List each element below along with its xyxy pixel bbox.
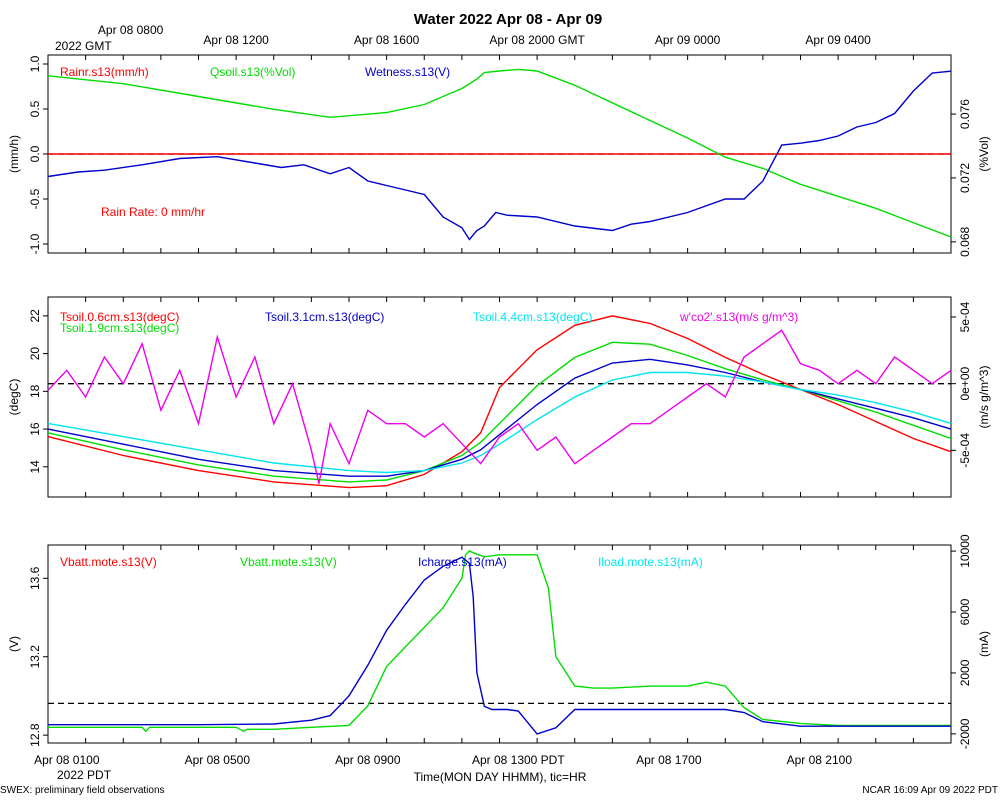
y-right-axis-label: (mA) [977,631,991,657]
footer-right-note: NCAR 16:09 Apr 09 2022 PDT [862,785,998,796]
bottom-time-label: Apr 08 0900 [335,753,401,767]
top-time-label: Apr 09 0000 [655,33,721,47]
y-left-tick-label: 0.5 [28,100,42,117]
top-time-label: Apr 09 0400 [805,33,871,47]
y-left-tick-label: 16 [28,422,42,436]
y-left-tick-label: 18 [28,384,42,398]
y-right-tick-label: 0.072 [958,163,972,193]
series-line-blue [47,70,952,241]
y-left-tick-label: 20 [28,347,42,361]
rain-rate-annotation: Rain Rate: 0 mm/hr [101,205,205,219]
y-right-tick-label: -2000 [958,718,972,749]
y-left-tick-label: 13.6 [28,566,42,590]
bottom-time-label: Apr 08 1700 [636,753,702,767]
legend-entry-green: Qsoil.s13(%Vol) [210,65,295,79]
y-right-axis-label: (%Vol) [977,136,991,171]
top-time-label: Apr 08 1200 [203,33,269,47]
legend-entry-blue: Tsoil.3.1cm.s13(degC) [265,310,384,324]
bottom-time-label: Apr 08 0100 [34,753,100,767]
y-left-tick-label: -1.0 [28,233,42,254]
legend-entry-cyan: Iload.mote.s13(mA) [598,555,703,569]
y-right-tick-label: 0.068 [958,226,972,256]
y-right-tick-label: 0e+00 [958,366,972,400]
series-line-blue [48,556,951,735]
legend-entry-magenta: w'co2'.s13(m/s g/m^3) [679,310,798,324]
y-left-tick-label: 1.0 [28,55,42,72]
legend-entry-red: Rainr.s13(mm/h) [60,65,149,79]
top-time-sub-label: 2022 GMT [55,39,112,53]
panel-water: 1.0 0.5 0.0 -0.5 -1.0 0.076 0.072 0.068 (mm/h) (%… [7,54,991,257]
bottom-time-sub-label: 2022 PDT [57,768,112,782]
y-left-tick-label: 22 [28,309,42,323]
y-right-axis-label: (m/s g/m^3) [977,366,991,429]
y-left-axis-label: (degC) [7,379,21,416]
y-left-axis-label: (V) [7,636,21,652]
y-right-tick-label: 5e-04 [958,301,972,332]
y-left-axis-label: (mm/h) [7,135,21,173]
y-right-tick-label: -5e-04 [958,433,972,468]
y-right-tick-label: 2000 [958,659,972,686]
series-line-magenta [47,329,952,484]
top-time-label: Apr 08 0800 [98,23,164,37]
legend-entry-green: Vbatt.mote.s13(V) [240,555,337,569]
legend-entry-red: Vbatt.mote.s13(V) [60,555,157,569]
y-left-tick-label: 12.8 [28,723,42,747]
chart-panels: 1.0 0.5 0.0 -0.5 -1.0 0.076 0.072 0.068 (mm/h) (%… [7,54,991,749]
y-right-tick-label: 10000 [958,534,972,568]
series-line-green [48,550,951,733]
bottom-time-label: Apr 08 0500 [185,753,251,767]
footer-left-note: SWEX: preliminary field observations [0,785,165,796]
y-left-tick-label: 13.2 [28,645,42,669]
panel-soil-temperature: 22 20 18 16 14 5e-04 0e+00 -5e-04 (degC) (m/s g/m… [7,296,991,498]
bottom-time-label: Apr 08 2100 [787,753,853,767]
panel-power: 13.6 13.2 12.8 10000 6000 2000 -2000 (V) (mA) Vba… [7,534,991,749]
y-right-tick-label: 0.076 [958,99,972,129]
series-line-green [47,68,952,238]
top-time-label: Apr 08 2000 GMT [489,33,585,47]
series-line-cyan [47,371,952,474]
top-time-axis: Apr 08 0800 Apr 08 1200 Apr 08 1600 Apr 08 … [55,23,871,53]
series-line-green [47,341,952,483]
plot-frame [47,544,952,744]
legend-entry-blue: Icharge.s13(mA) [418,555,507,569]
legend-entry-red: Tsoil.0.6cm.s13(degC) [60,310,179,324]
y-left-tick-label: 14 [28,460,42,474]
series-line-red [47,315,952,489]
bottom-time-axis: Apr 08 0100 Apr 08 0500 Apr 08 0900 Apr 08 … [34,753,852,782]
x-axis-label: Time(MON DAY HHMM), tic=HR [414,770,587,784]
legend-entry-cyan: Tsoil.4.4cm.s13(degC) [473,310,592,324]
top-time-label: Apr 08 1600 [354,33,420,47]
legend-entry-blue: Wetness.s13(V) [365,65,450,79]
series-line-blue [47,358,952,477]
bottom-time-label: Apr 08 1300 PDT [472,753,565,767]
y-right-tick-label: 6000 [958,598,972,625]
y-left-tick-label: -0.5 [28,188,42,209]
y-left-tick-label: 0.0 [28,145,42,162]
legend-entry-green: Tsoil.1.9cm.s13(degC) [60,321,179,335]
chart-title: Water 2022 Apr 08 - Apr 09 [414,11,602,28]
